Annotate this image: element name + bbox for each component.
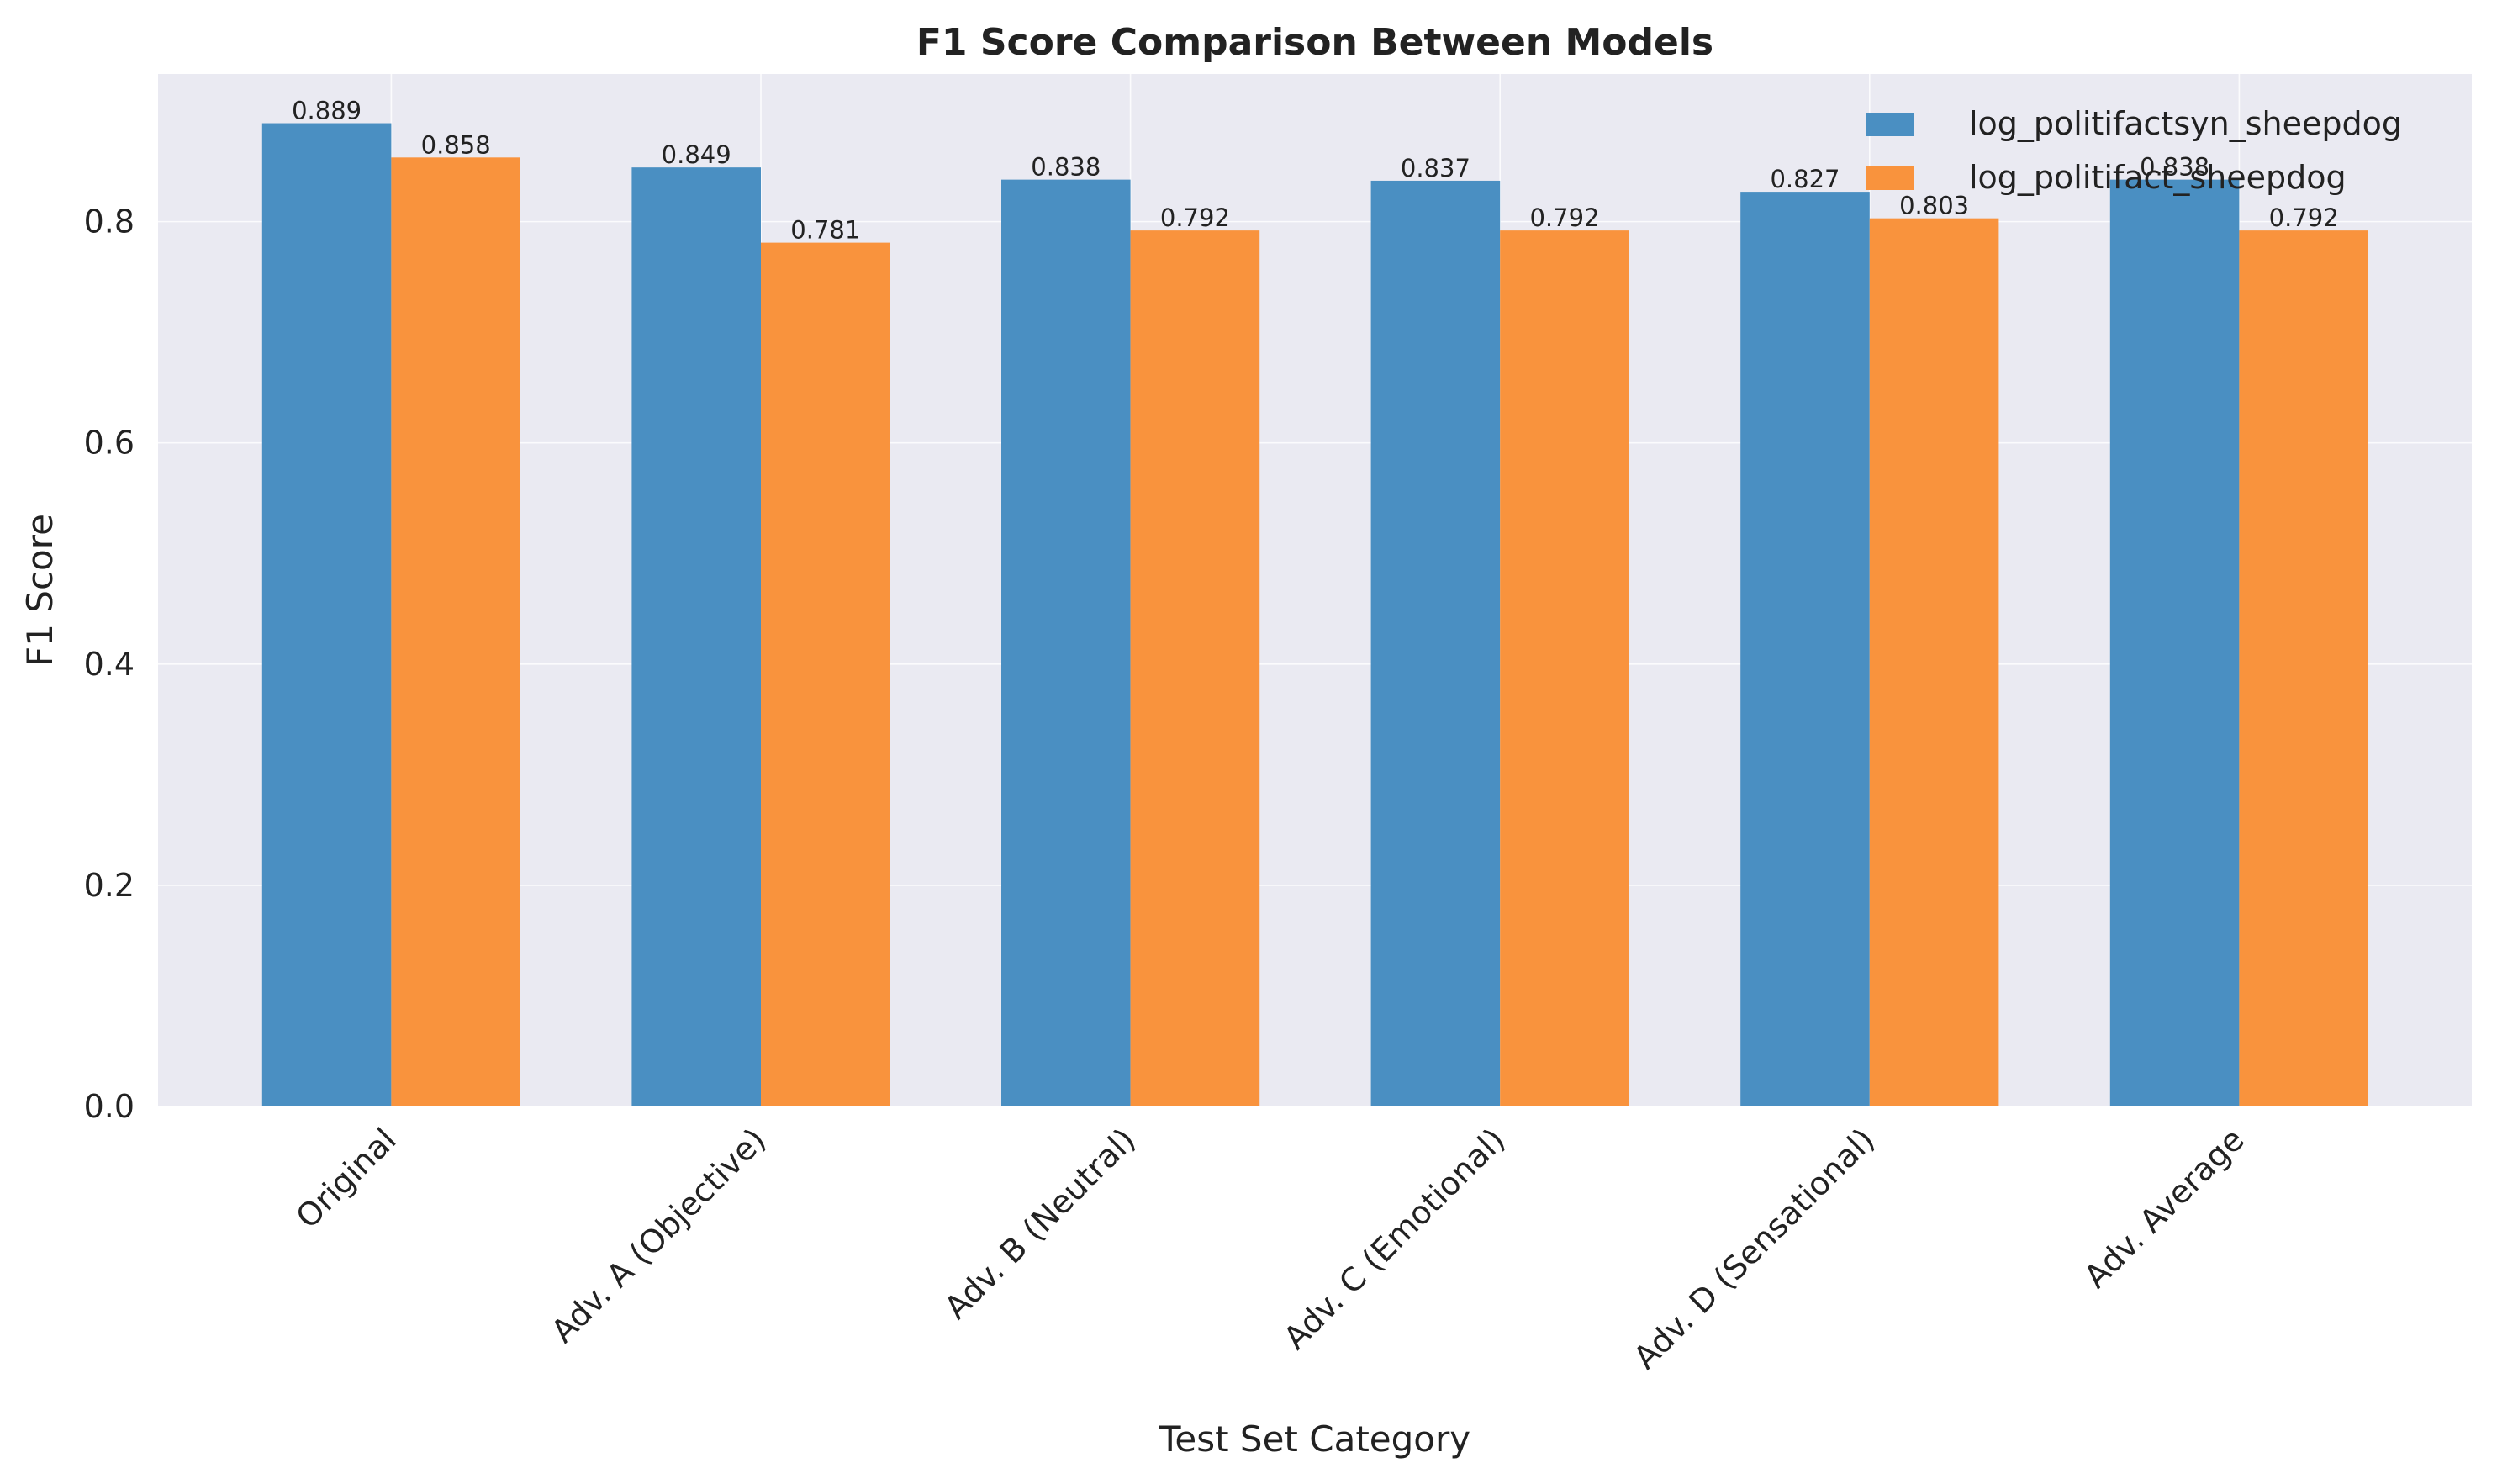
bar-value-label: 0.827 (1770, 165, 1840, 193)
x-axis-label: Test Set Category (1159, 1418, 1470, 1460)
bar-series-1-2 (1001, 179, 1131, 1106)
bar-series-2-2 (1130, 230, 1260, 1106)
y-axis-label: F1 Score (19, 514, 61, 667)
x-tick-label: Adv. A (Objective) (544, 1121, 773, 1349)
bar-series-1-5 (2109, 179, 2240, 1106)
plot-area (158, 74, 2472, 1106)
bar-series-2-5 (2239, 230, 2368, 1106)
bar-value-label: 0.792 (1529, 203, 1599, 232)
legend-label-series-1: log_politifactsyn_sheepdog (1969, 105, 2402, 142)
bar-value-label: 0.838 (1031, 153, 1101, 182)
bar-value-label: 0.803 (1899, 192, 1969, 220)
y-axis-ticks: 0.0 0.2 0.4 0.6 0.8 (84, 203, 135, 1125)
bar-value-labels: 0.889 0.849 0.838 0.837 0.827 0.838 0.858 0.781… (292, 97, 2339, 245)
bar-value-label: 0.838 (2140, 153, 2209, 182)
y-tick-label: 0.0 (84, 1088, 135, 1125)
legend: log_politifactsyn_sheepdog log_politifac… (1866, 105, 2402, 196)
bar-series-1-4 (1740, 192, 1870, 1107)
y-tick-label: 0.6 (84, 425, 135, 462)
bar-series-2-3 (1500, 230, 1629, 1106)
x-tick-label: Adv. Average (2077, 1121, 2251, 1295)
x-tick-label: Adv. D (Sensational) (1627, 1121, 1882, 1376)
y-tick-label: 0.4 (84, 646, 135, 683)
legend-swatch-series-2 (1866, 166, 1914, 190)
bar-series-2-1 (761, 242, 890, 1106)
x-axis-ticks: Original Adv. A (Objective) Adv. B (Neutra… (289, 1121, 2252, 1376)
y-tick-label: 0.8 (84, 203, 135, 240)
bar-value-label: 0.858 (421, 130, 491, 159)
legend-swatch-series-1 (1866, 113, 1914, 136)
x-tick-label: Adv. C (Emotional) (1276, 1121, 1512, 1356)
chart-title: F1 Score Comparison Between Models (916, 21, 1713, 64)
bar-series-1-1 (631, 167, 761, 1107)
bar-value-label: 0.849 (662, 140, 731, 169)
bar-value-label: 0.792 (2269, 203, 2339, 232)
bar-series-1-0 (261, 123, 392, 1107)
bar-value-label: 0.837 (1401, 154, 1470, 182)
bar-value-label: 0.792 (1160, 203, 1230, 232)
y-tick-label: 0.2 (84, 867, 135, 904)
bar-value-label: 0.889 (292, 97, 362, 125)
bar-value-label: 0.781 (790, 216, 860, 245)
bar-series-2-4 (1869, 218, 1999, 1106)
x-tick-label: Original (289, 1121, 404, 1235)
legend-label-series-2: log_politifact_sheepdog (1969, 159, 2347, 196)
bar-series-2-0 (391, 157, 520, 1106)
x-tick-label: Adv. B (Neutral) (937, 1121, 1143, 1326)
bars (261, 123, 2368, 1107)
bar-series-1-3 (1370, 180, 1501, 1107)
